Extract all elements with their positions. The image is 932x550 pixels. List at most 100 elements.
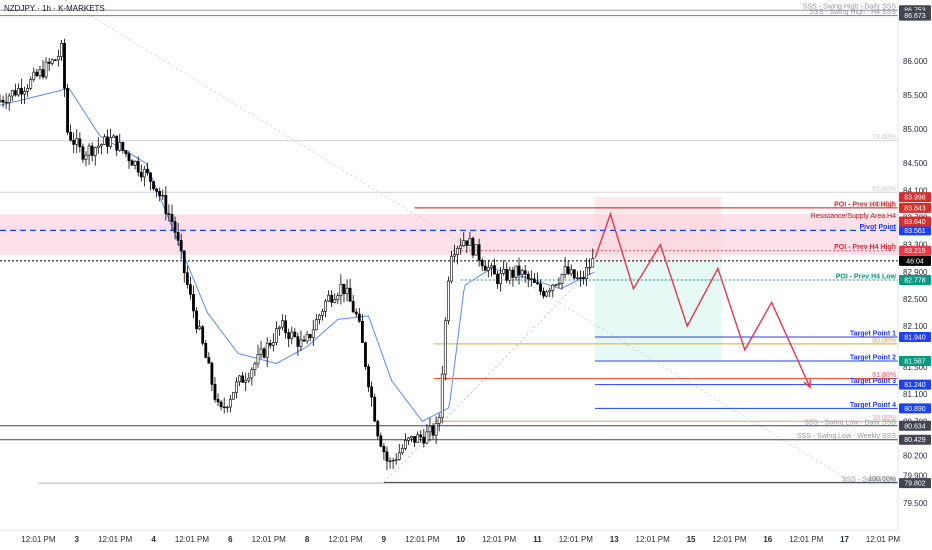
- price-badge-text-6: 83.215: [904, 248, 926, 255]
- candle-body-40: [121, 141, 125, 151]
- candle-body-132: [403, 440, 407, 449]
- candle-body-6: [17, 88, 20, 96]
- candle-body-12: [35, 71, 39, 77]
- candle-body-187: [572, 269, 576, 279]
- candle-body-3: [7, 95, 11, 104]
- candle-body-180: [551, 284, 555, 291]
- candle-body-61: [185, 272, 189, 285]
- candle-body-141: [431, 425, 435, 436]
- candle-body-64: [195, 310, 198, 330]
- candle-body-89: [271, 342, 275, 346]
- candle-body-99: [302, 339, 306, 342]
- candle-body-20: [60, 43, 63, 57]
- candle-body-69: [210, 362, 214, 385]
- candle-body-143: [437, 417, 441, 424]
- candle-body-130: [397, 452, 401, 460]
- candle-body-191: [585, 267, 588, 280]
- candle-body-78: [238, 375, 241, 383]
- candle-body-29: [87, 145, 91, 156]
- candle-body-26: [78, 138, 82, 148]
- candle-body-21: [63, 43, 66, 89]
- price-badge-text-9: 81.940: [904, 335, 926, 342]
- candle-body-160: [489, 265, 493, 268]
- candle-body-124: [379, 435, 383, 447]
- candle-body-161: [493, 265, 496, 275]
- candle-body-106: [324, 300, 327, 312]
- level-label-1: SSS - Swing High - H4 SSS: [809, 9, 896, 16]
- candle-body-104: [318, 315, 321, 320]
- candle-body-129: [394, 459, 398, 461]
- candle-body-112: [342, 283, 346, 295]
- projection-layer: [594, 211, 811, 389]
- price-badge-text-4: 83.843: [904, 205, 926, 212]
- candle-body-125: [382, 446, 386, 453]
- candle-body-169: [517, 265, 521, 275]
- candle-body-186: [569, 269, 573, 275]
- price-badge-text-17: 80.429: [904, 437, 926, 444]
- candle-body-115: [351, 301, 355, 313]
- candle-body-79: [241, 375, 245, 383]
- candle-body-139: [425, 431, 429, 444]
- candle-body-42: [127, 153, 131, 162]
- price-badge-14: [899, 403, 931, 414]
- x-tick-12: 12:01 PM: [482, 535, 517, 544]
- candle-body-86: [262, 348, 266, 358]
- candle-body-107: [327, 294, 331, 302]
- candle-body-88: [268, 342, 272, 346]
- level-label-0: SSS - Swing High - Daily SSS: [803, 4, 897, 11]
- candle-body-116: [354, 311, 358, 315]
- candle-body-119: [364, 342, 367, 367]
- candle-body-62: [189, 284, 192, 295]
- candle-body-16: [47, 61, 51, 64]
- candle-body-168: [514, 265, 518, 278]
- y-tick-2: 85.000: [903, 125, 928, 134]
- candle-body-127: [388, 460, 392, 463]
- extra-badge-text-1: 83.640: [904, 219, 926, 226]
- time-axis-panel[interactable]: [0, 530, 932, 550]
- candle-body-114: [348, 287, 352, 302]
- price-badge-text-1: 86.673: [904, 13, 926, 20]
- y-tick-6: 83.300: [903, 241, 928, 250]
- candle-body-30: [90, 145, 94, 156]
- candle-body-22: [66, 88, 69, 133]
- projection-path: [594, 211, 811, 388]
- candle-body-67: [204, 343, 208, 358]
- annotation-1: 100.00%: [868, 202, 896, 209]
- candle-body-60: [182, 250, 186, 273]
- candle-body-23: [69, 131, 73, 141]
- candle-body-4: [10, 90, 14, 97]
- candle-body-52: [158, 190, 162, 197]
- level-label-5: Pivot Point: [859, 224, 896, 231]
- annotation-0: Resistance/Supply Area H4: [811, 213, 896, 220]
- candle-body-97: [296, 336, 300, 347]
- candle-body-34: [103, 136, 106, 145]
- candle-body-1: [1, 99, 5, 103]
- candle-body-35: [106, 136, 109, 147]
- candle-body-80: [244, 379, 248, 383]
- x-tick-6: 12:01 PM: [252, 535, 287, 544]
- candle-body-174: [532, 278, 536, 283]
- candle-body-152: [465, 240, 469, 246]
- candle-body-32: [96, 145, 100, 148]
- candle-body-7: [20, 88, 23, 95]
- candle-body-136: [416, 434, 420, 443]
- price-badges: 86.75386.67383.84383.56183.21546:0482.77…: [899, 5, 931, 489]
- level-label-19: 100.00%: [868, 476, 896, 483]
- candle-body-175: [536, 282, 539, 285]
- trend-guide-line: [65, 0, 853, 483]
- levels-layer: [0, 9, 898, 484]
- candle-body-85: [259, 348, 263, 355]
- candle-body-155: [474, 244, 478, 256]
- candle-body-192: [588, 266, 592, 269]
- candle-body-164: [502, 269, 506, 274]
- candle-body-118: [360, 321, 364, 344]
- short-reward-zone: [595, 261, 722, 361]
- candle-body-82: [250, 369, 254, 379]
- x-tick-7: 8: [305, 535, 310, 544]
- candle-body-53: [161, 195, 165, 197]
- candle-body-163: [499, 273, 503, 284]
- candle-body-135: [413, 436, 417, 443]
- candle-body-50: [152, 181, 155, 190]
